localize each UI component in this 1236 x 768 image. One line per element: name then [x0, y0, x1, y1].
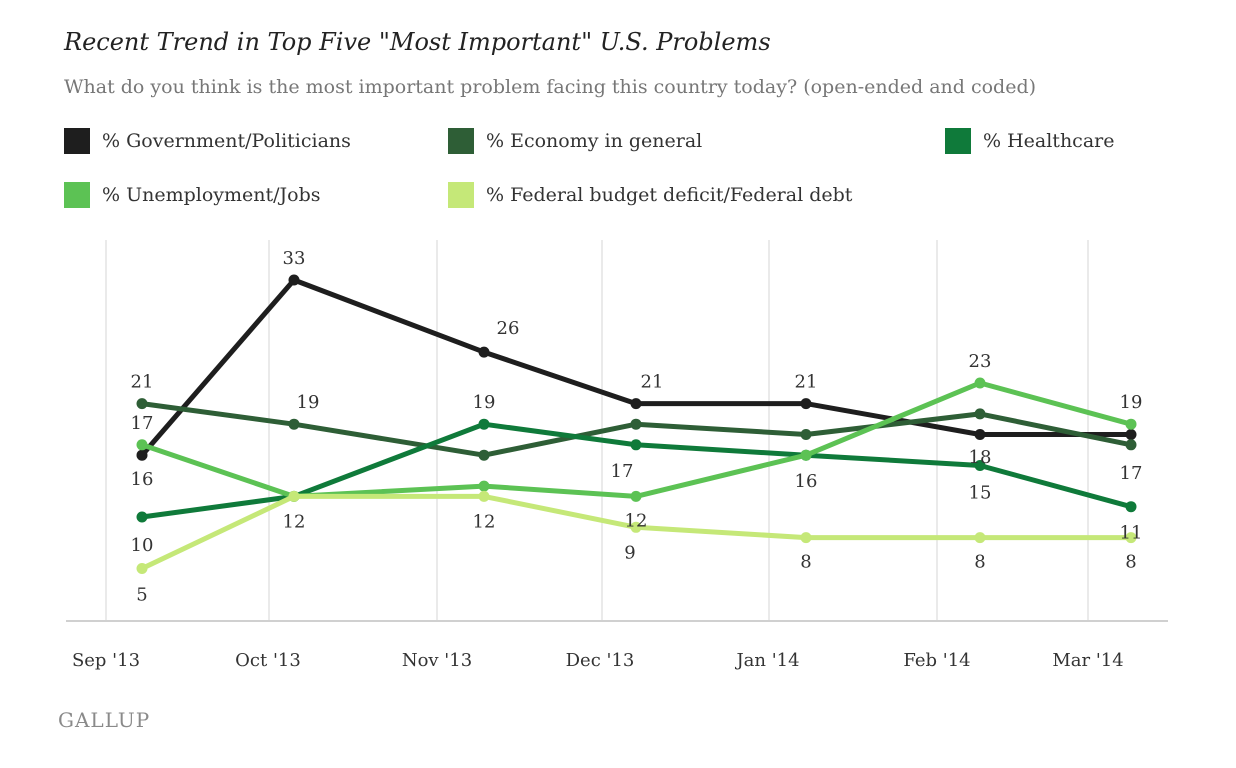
legend-item-healthcare: % Healthcare [945, 126, 1114, 156]
data-label-healthcare-4: 16 [795, 471, 818, 492]
chart-title: Recent Trend in Top Five "Most Important… [64, 28, 771, 56]
data-label-government-3: 21 [641, 372, 664, 393]
legend-item-economy: % Economy in general [448, 126, 702, 156]
x-tick-label-1: Oct '13 [235, 650, 301, 671]
data-label-economy-0: 21 [131, 372, 154, 393]
point-deficit-2 [478, 490, 490, 502]
point-economy-6 [1125, 439, 1137, 451]
point-healthcare-5 [974, 460, 986, 471]
point-government-6 [1125, 429, 1137, 440]
point-deficit-5 [974, 532, 986, 544]
label-layer: Sep '13 Oct '13 Nov '13 Dec '13 Jan '14 Feb '… [72, 248, 1143, 671]
point-government-4 [800, 398, 812, 410]
data-label-healthcare-3: 17 [611, 461, 634, 482]
legend-swatch-deficit [448, 182, 474, 208]
point-government-5 [974, 429, 986, 440]
data-label-unemployment-5: 23 [969, 351, 992, 372]
point-unemployment-2 [478, 480, 490, 492]
data-label-deficit-3: 9 [624, 542, 635, 563]
data-label-deficit-5: 8 [974, 552, 985, 573]
data-label-deficit-4: 8 [800, 552, 811, 573]
point-government-3 [630, 398, 642, 410]
point-government-2 [478, 346, 490, 358]
point-unemployment-3 [630, 490, 642, 502]
x-tick-label-6: Mar '14 [1052, 650, 1123, 671]
data-label-deficit-2: 12 [473, 511, 496, 532]
data-label-unemployment-0: 17 [131, 413, 154, 434]
data-label-unemployment-6: 19 [1120, 392, 1143, 413]
point-deficit-3 [630, 521, 642, 533]
point-healthcare-6 [1125, 501, 1137, 513]
point-government-0 [136, 449, 148, 461]
data-label-economy-6: 17 [1120, 463, 1143, 484]
point-deficit-0 [136, 563, 148, 574]
point-deficit-4 [800, 532, 812, 544]
legend-item-government: % Government/Politicians [64, 126, 351, 156]
x-tick-label-2: Nov '13 [402, 650, 472, 671]
x-tick-label-0: Sep '13 [72, 650, 140, 671]
legend-label-healthcare: % Healthcare [983, 130, 1115, 152]
data-label-government-1: 33 [283, 248, 306, 269]
point-healthcare-0 [136, 511, 148, 523]
point-healthcare-2 [478, 418, 490, 430]
data-label-deficit-6: 8 [1125, 552, 1136, 573]
point-healthcare-3 [630, 439, 642, 451]
legend-label-deficit: % Federal budget deficit/Federal debt [486, 184, 853, 206]
data-label-deficit-0: 5 [136, 585, 147, 606]
point-economy-5 [974, 408, 986, 420]
legend-label-economy: % Economy in general [486, 130, 703, 152]
gallup-logo: GALLUP [58, 708, 151, 732]
legend-swatch-unemployment [64, 182, 90, 208]
legend-item-unemployment: % Unemployment/Jobs [64, 180, 321, 210]
data-label-unemployment-3: 12 [625, 510, 648, 531]
point-government-1 [288, 274, 300, 286]
x-tick-label-5: Feb '14 [903, 650, 970, 671]
legend-swatch-government [64, 128, 90, 154]
data-label-government-0: 16 [131, 469, 154, 490]
chart-subtitle: What do you think is the most important … [64, 76, 1037, 98]
data-label-government-4: 21 [795, 372, 818, 393]
data-label-healthcare-5: 15 [969, 483, 992, 504]
data-label-healthcare-0: 10 [131, 535, 154, 556]
x-tick-label-3: Dec '13 [566, 650, 635, 671]
point-economy-0 [136, 398, 148, 410]
legend-swatch-healthcare [945, 128, 971, 154]
series-layer [136, 274, 1137, 574]
legend-label-government: % Government/Politicians [102, 130, 351, 152]
data-label-healthcare-6: 11 [1120, 523, 1143, 544]
data-label-economy-1: 19 [297, 392, 320, 413]
data-label-extra-0: 18 [969, 447, 992, 468]
x-tick-label-4: Jan '14 [734, 650, 799, 671]
point-deficit-1 [288, 490, 300, 502]
data-label-healthcare-2: 19 [473, 392, 496, 413]
point-unemployment-4 [800, 449, 812, 461]
point-economy-2 [478, 449, 490, 461]
legend-item-deficit: % Federal budget deficit/Federal debt [448, 180, 852, 210]
legend: % Government/Politicians % Economy in ge… [64, 126, 1164, 226]
point-unemployment-0 [136, 439, 148, 451]
legend-label-unemployment: % Unemployment/Jobs [102, 184, 321, 206]
point-unemployment-5 [974, 377, 986, 389]
data-label-unemployment-1: 12 [283, 511, 306, 532]
point-economy-3 [630, 418, 642, 430]
point-deficit-6 [1125, 532, 1137, 544]
legend-swatch-economy [448, 128, 474, 154]
point-economy-4 [800, 429, 812, 440]
point-unemployment-6 [1125, 418, 1137, 430]
data-label-government-2: 26 [497, 318, 520, 339]
point-economy-1 [288, 418, 300, 430]
